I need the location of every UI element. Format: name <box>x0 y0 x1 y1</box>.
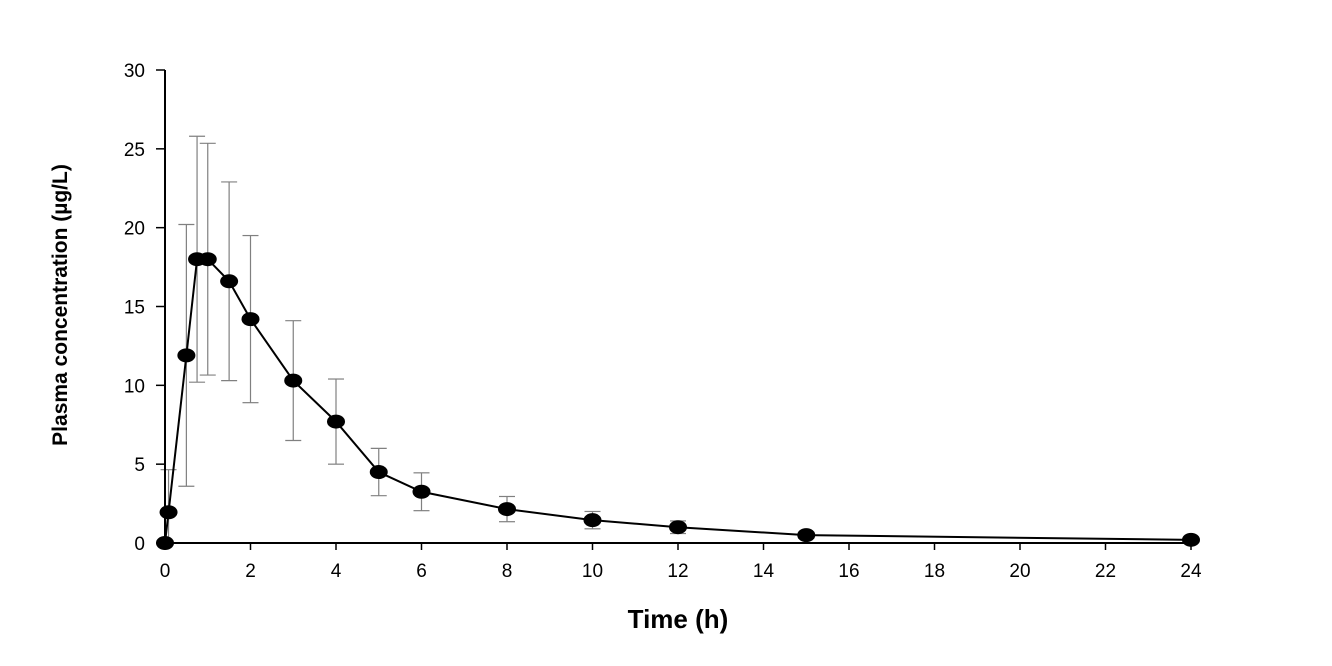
x-tick-label: 22 <box>1095 561 1116 582</box>
y-tick-label: 10 <box>124 376 145 397</box>
data-point <box>669 520 687 535</box>
x-tick-label: 4 <box>331 561 342 582</box>
x-tick-label: 16 <box>838 561 859 582</box>
x-tick-label: 24 <box>1180 561 1202 582</box>
data-point <box>241 312 260 327</box>
data-point <box>327 414 345 429</box>
y-tick-label: 25 <box>124 140 145 161</box>
y-axis-title: Plasma concentration (µg/L) <box>49 164 72 446</box>
data-point <box>583 513 602 528</box>
y-tick-label: 15 <box>124 298 145 319</box>
data-point <box>498 502 516 517</box>
y-tick-label: 5 <box>134 455 145 476</box>
y-tick-label: 30 <box>124 61 145 82</box>
data-point <box>284 373 303 388</box>
x-tick-label: 14 <box>753 561 775 582</box>
x-tick-label: 0 <box>160 561 171 582</box>
data-point <box>369 465 388 480</box>
x-tick-label: 10 <box>582 561 603 582</box>
data-point <box>198 252 217 267</box>
error-bars <box>160 135 1199 544</box>
x-axis-title: Time (h) <box>628 604 729 634</box>
series-line-group <box>164 258 1192 544</box>
data-point <box>159 505 178 520</box>
x-tick-label: 8 <box>502 561 513 582</box>
data-point <box>177 348 196 363</box>
x-tick-label: 12 <box>667 561 688 582</box>
series-line <box>164 258 1192 544</box>
x-tick-label: 6 <box>416 561 427 582</box>
data-points <box>156 252 1200 550</box>
data-point <box>797 528 816 543</box>
y-tick-label: 0 <box>134 534 145 555</box>
x-tick-label: 18 <box>924 561 945 582</box>
data-point <box>220 274 239 289</box>
x-tick-label: 2 <box>245 561 256 582</box>
y-tick-label: 20 <box>124 219 145 240</box>
x-tick-label: 20 <box>1009 561 1030 582</box>
data-point <box>412 484 431 499</box>
